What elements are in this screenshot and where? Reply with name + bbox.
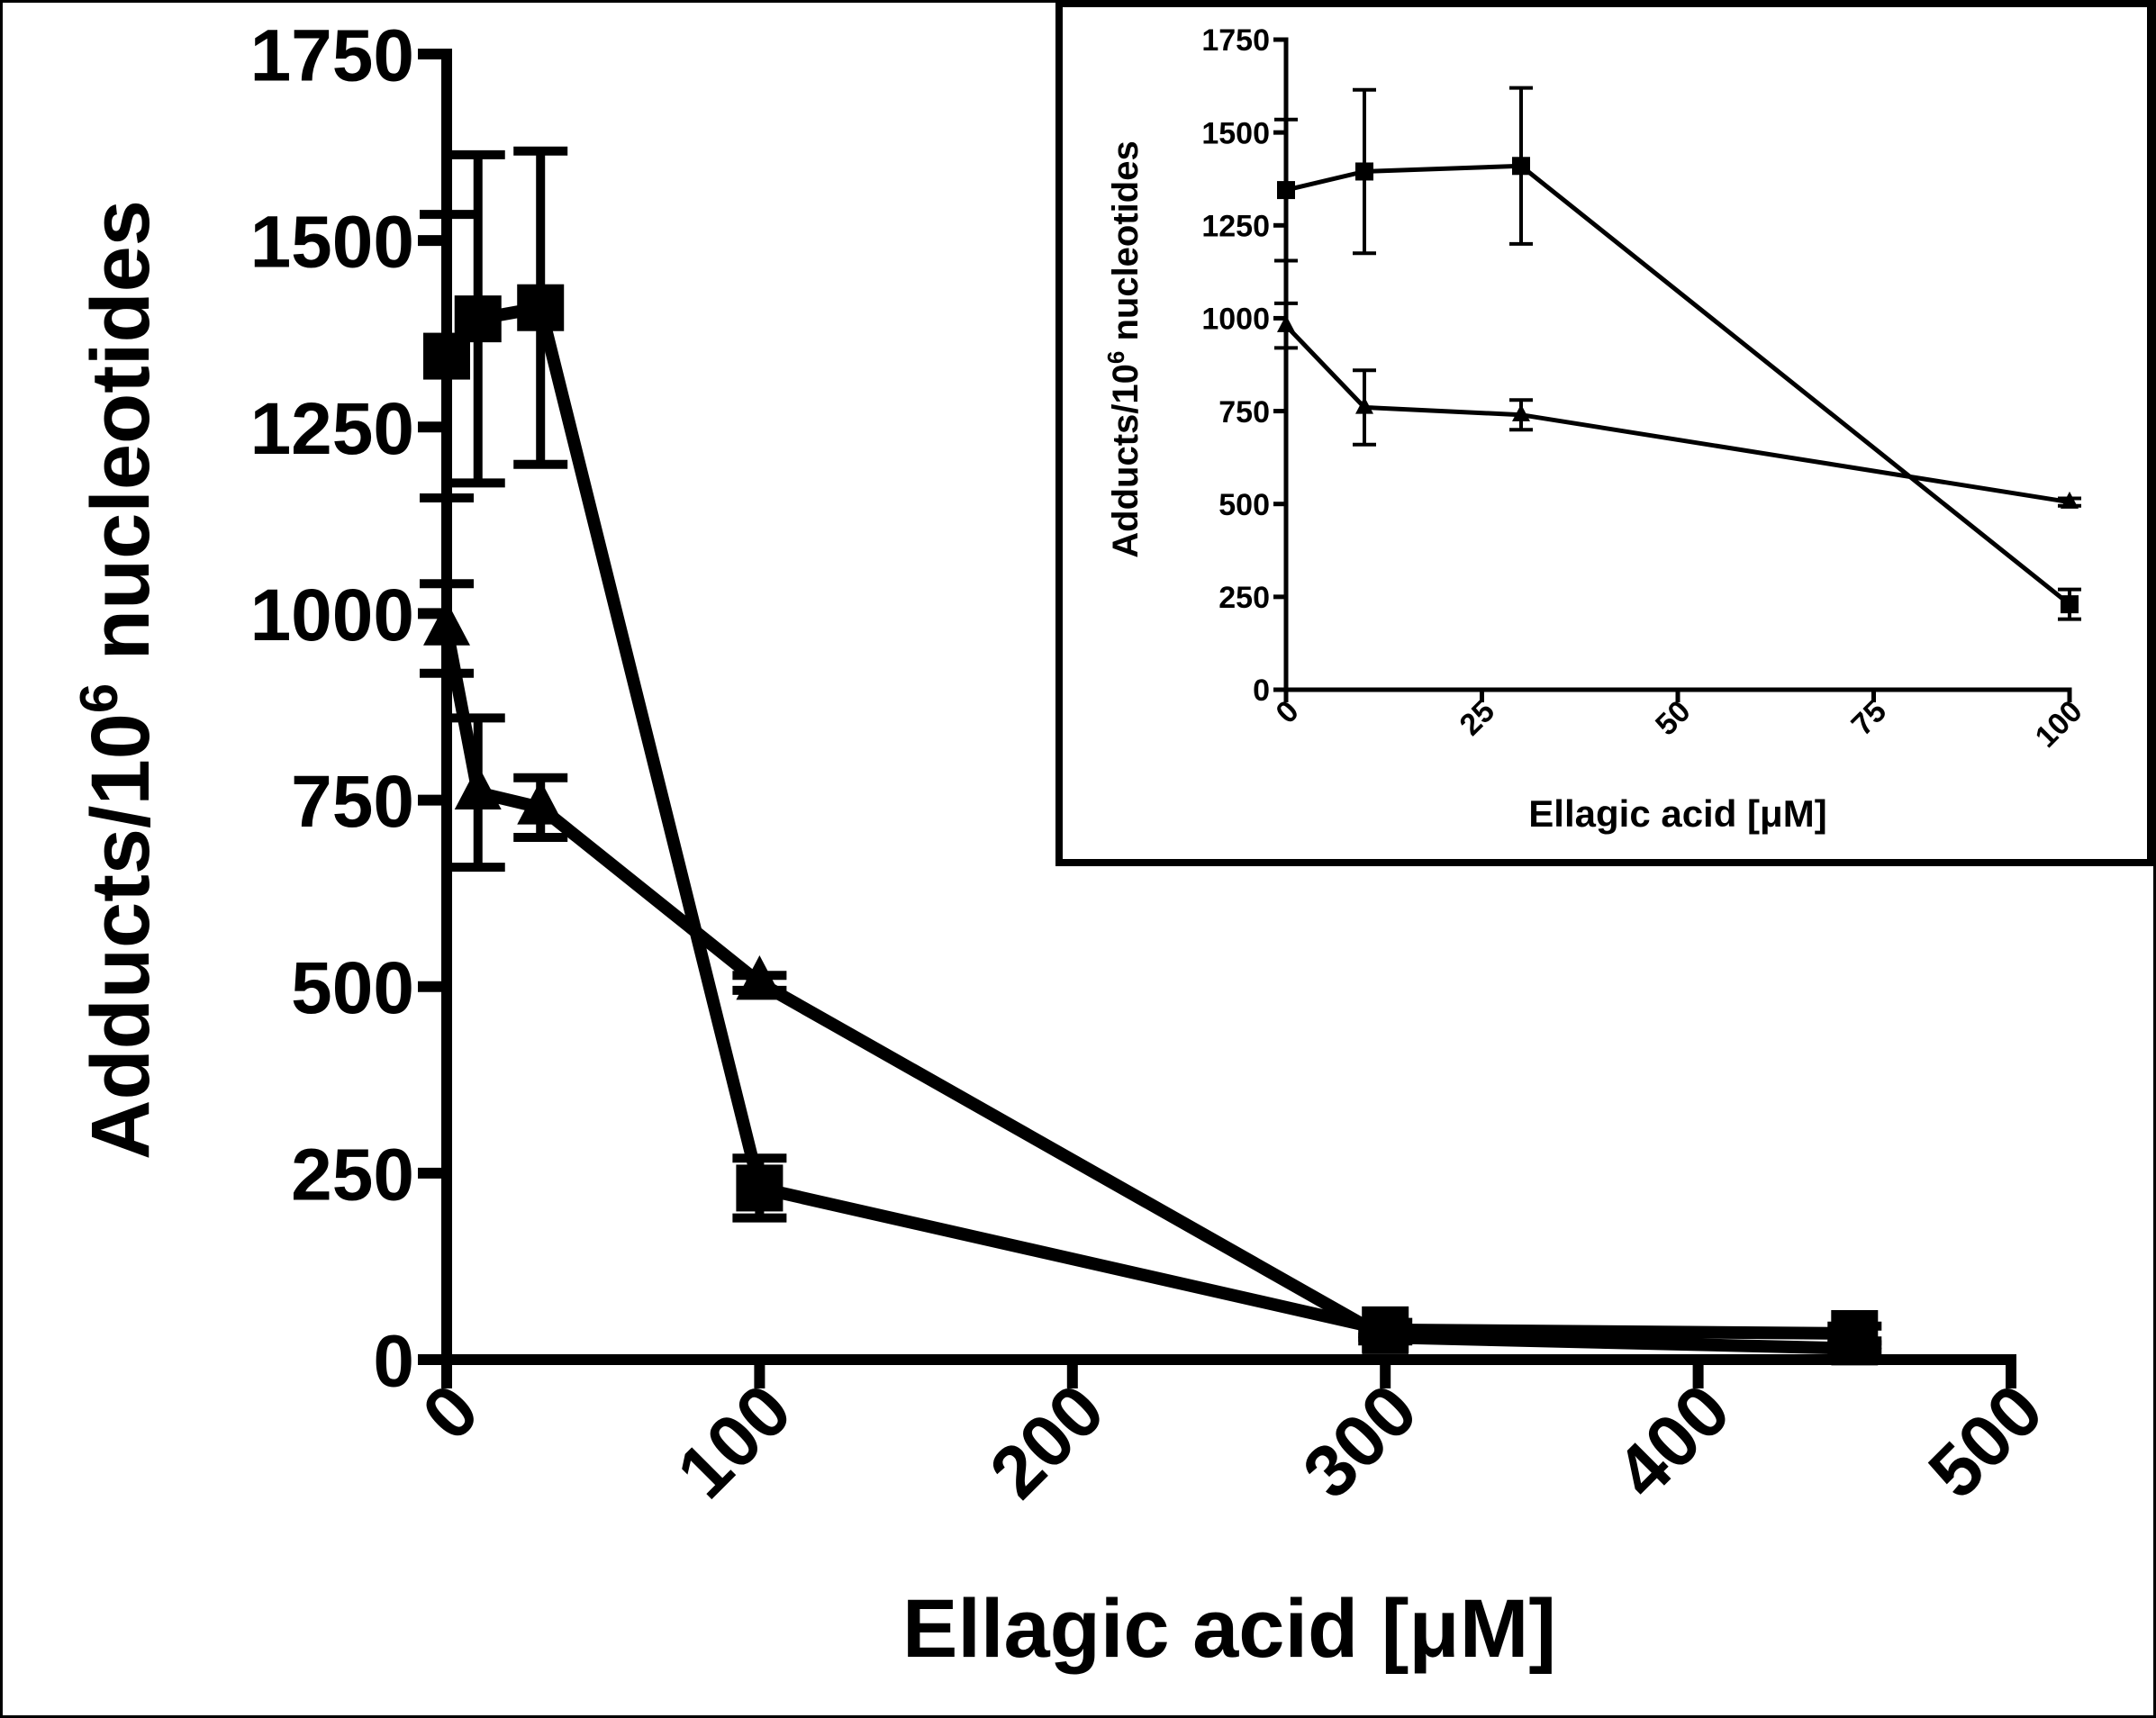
data-point-triangle — [2061, 491, 2079, 509]
data-point-triangle — [1831, 1320, 1879, 1366]
data-point-triangle — [1362, 1309, 1409, 1354]
y-tick-label: 250 — [1218, 581, 1270, 615]
y-tick-label: 1750 — [1201, 23, 1270, 58]
y-tick-label: 500 — [291, 947, 414, 1029]
inset-frame — [1055, 0, 2154, 866]
data-point-triangle — [454, 764, 502, 810]
data-point-triangle — [423, 601, 470, 646]
y-axis-title-superscript: 6 — [68, 683, 129, 713]
y-tick-label: 250 — [291, 1134, 414, 1216]
data-point-square — [1355, 162, 1373, 181]
data-point-square — [2061, 595, 2079, 614]
y-tick-label: 750 — [291, 761, 414, 843]
y-tick-label: 1250 — [1201, 210, 1270, 244]
data-point-square — [736, 1164, 784, 1212]
y-tick-label: 0 — [1253, 674, 1270, 708]
data-point-square — [517, 284, 565, 331]
y-tick-label: 500 — [1218, 488, 1270, 522]
y-tick-label: 1750 — [250, 15, 414, 97]
data-point-triangle — [1512, 403, 1530, 421]
data-point-triangle — [517, 780, 565, 825]
y-axis-title-base: Adducts/10 — [1106, 364, 1146, 558]
y-tick-label: 0 — [373, 1321, 414, 1403]
data-point-square — [454, 295, 502, 343]
data-point-triangle — [736, 954, 784, 1000]
data-point-triangle — [1277, 314, 1295, 332]
series-line-triangle — [440, 627, 1855, 1355]
y-axis-title-tail: nucleotides — [1106, 140, 1146, 350]
y-axis-title-tail: nucleotides — [75, 200, 167, 683]
x-axis-title: Ellagic acid [μM] — [1528, 792, 1826, 835]
y-tick-label: 1000 — [250, 574, 414, 656]
y-axis-title-base: Adducts/10 — [75, 713, 167, 1160]
y-axis-title-superscript: 6 — [1102, 351, 1129, 364]
y-tick-label: 1500 — [250, 202, 414, 284]
y-tick-label: 750 — [1218, 395, 1270, 430]
data-point-square — [1512, 157, 1530, 176]
y-tick-label: 1250 — [250, 388, 414, 470]
y-axis-title: Adducts/106 nucleotides — [1102, 140, 1146, 557]
y-tick-label: 1500 — [1201, 116, 1270, 150]
series-line-triangle — [1284, 323, 2070, 505]
y-axis-title: Adducts/106 nucleotides — [68, 200, 167, 1160]
series-line-square — [1285, 163, 2071, 607]
x-axis-title: Ellagic acid [μM] — [902, 1583, 1556, 1675]
data-point-square — [1277, 181, 1295, 200]
y-tick-label: 1000 — [1201, 303, 1270, 337]
data-point-triangle — [1355, 396, 1373, 414]
